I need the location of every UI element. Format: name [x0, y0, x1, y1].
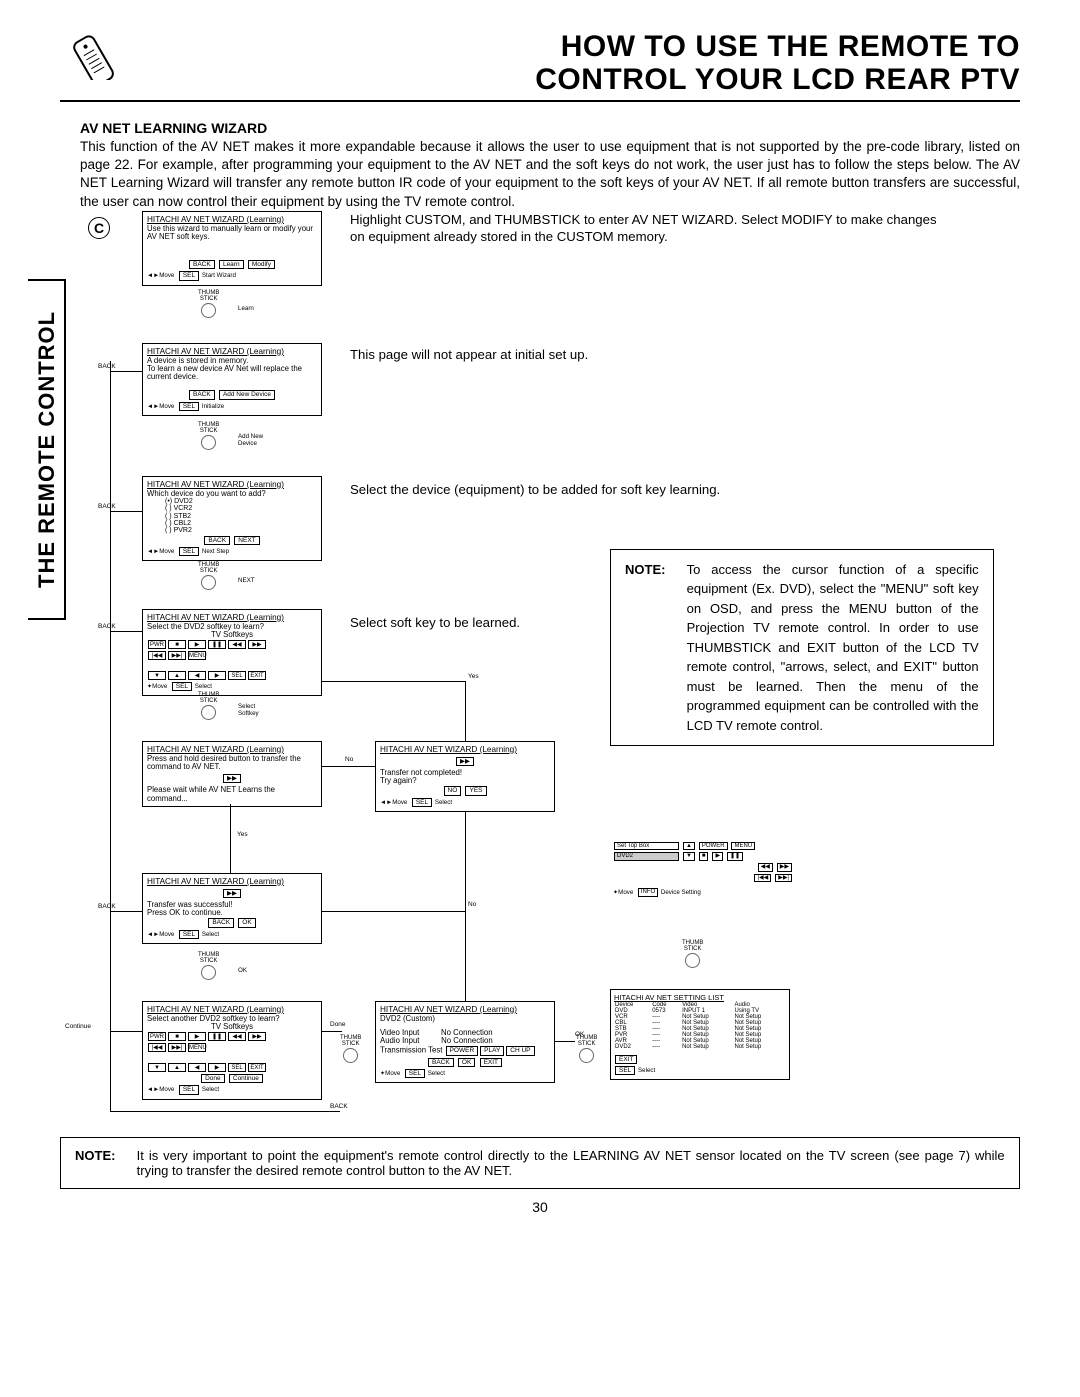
intro-paragraph: This function of the AV NET makes it mor…	[80, 138, 1020, 211]
wizard-title: HITACHI AV NET WIZARD (Learning)	[147, 215, 317, 224]
thumb-dev: THUMB STICK	[682, 941, 703, 968]
wizard-box-6: HITACHI AV NET WIZARD (Learning) ▶▶ Tran…	[375, 741, 555, 812]
device-options: (•) DVD2 ( ) VCR2 ( ) STB2 ( ) CBL2 ( ) …	[147, 498, 317, 535]
device-panel: Set Top Box ▲ POWER MENU DVD2 ▼ ■ ▶ ❚❚ ◀…	[613, 841, 793, 898]
thumb-2: THUMB STICK Add New Device	[198, 423, 219, 450]
wizard-box-4: HITACHI AV NET WIZARD (Learning) Select …	[142, 609, 322, 696]
page-header: HOW TO USE THE REMOTE TO CONTROL YOUR LC…	[60, 30, 1020, 102]
thumb-10: THUMB STICK	[576, 1036, 597, 1063]
step-text-1: Highlight CUSTOM, and THUMBSTICK to ente…	[350, 211, 940, 245]
flow-spine	[110, 361, 111, 1061]
title-line2: CONTROL YOUR LCD REAR PTV	[535, 63, 1020, 96]
wizard-box-2: HITACHI AV NET WIZARD (Learning) A devic…	[142, 343, 322, 416]
softkey-grid-2[interactable]: PWR■▶❚❚◀◀▶▶ |◀◀▶▶|MENU ▼▲◀▶SELEXIT	[147, 1031, 317, 1073]
remote-icon	[60, 30, 130, 80]
step-marker-c: C	[88, 217, 110, 239]
thumb-1: THUMB STICK Learn	[198, 291, 219, 318]
wizard-box-5: HITACHI AV NET WIZARD (Learning) Press a…	[142, 741, 322, 807]
thumb-3: THUMB STICK NEXT	[198, 563, 219, 590]
note-box-1: NOTE: To access the cursor function of a…	[610, 549, 994, 747]
hint-1: ◄►Move SEL Start Wizard	[147, 270, 317, 281]
intro-section: AV NET LEARNING WIZARD This function of …	[80, 120, 1020, 211]
step-text-2: This page will not appear at initial set…	[350, 346, 940, 363]
wizard-body-1: Use this wizard to manually learn or mod…	[147, 225, 317, 241]
wizard-box-9: HITACHI AV NET WIZARD (Learning) DVD2 (C…	[375, 1001, 555, 1083]
wizard-box-1: HITACHI AV NET WIZARD (Learning) Use thi…	[142, 211, 322, 286]
step-text-3: Select the device (equipment) to be adde…	[350, 481, 940, 498]
modify-btn[interactable]: Modify	[248, 260, 275, 269]
setting-table: DeviceCodeVideoAudio DVD0573INPUT 1Using…	[614, 1002, 786, 1050]
back-btn[interactable]: BACK	[189, 260, 215, 269]
flowchart-area: C Highlight CUSTOM, and THUMBSTICK to en…	[70, 211, 1020, 1131]
thumb-9: THUMB STICK	[340, 1036, 361, 1063]
footer-note: NOTE: It is very important to point the …	[60, 1137, 1020, 1189]
title-line1: HOW TO USE THE REMOTE TO	[561, 30, 1020, 63]
page-title: HOW TO USE THE REMOTE TO CONTROL YOUR LC…	[130, 30, 1020, 96]
wizard-box-3: HITACHI AV NET WIZARD (Learning) Which d…	[142, 476, 322, 561]
side-tab: THE REMOTE CONTROL	[28, 279, 66, 620]
wizard-box-8: HITACHI AV NET WIZARD (Learning) Select …	[142, 1001, 322, 1100]
page-number: 30	[60, 1199, 1020, 1215]
section-title: AV NET LEARNING WIZARD	[80, 120, 1020, 136]
learn-btn[interactable]: Learn	[219, 260, 244, 269]
thumb-7: THUMB STICK OK	[198, 953, 219, 980]
thumb-4: THUMB STICK Select Softkey	[198, 693, 219, 720]
wizard-box-7: HITACHI AV NET WIZARD (Learning) ▶▶ Tran…	[142, 873, 322, 944]
setting-list: HITACHI AV NET SETTING LIST DeviceCodeVi…	[610, 989, 790, 1080]
softkey-grid-1[interactable]: PWR■▶❚❚◀◀▶▶ |◀◀▶▶|MENU ▼▲◀▶SELEXIT	[147, 639, 317, 681]
